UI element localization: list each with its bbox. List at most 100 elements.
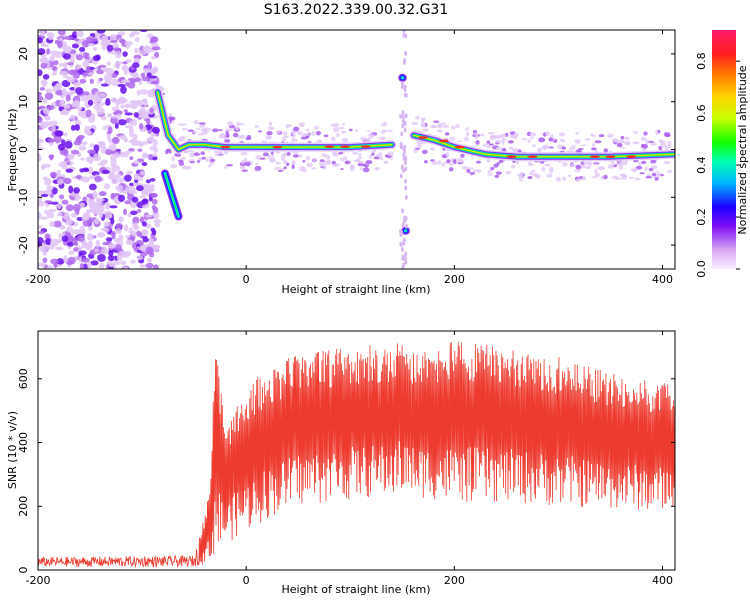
spectrogram-scatter-point: [341, 122, 346, 126]
spectrogram-scatter-point: [351, 151, 359, 155]
spectrogram-noise-point: [139, 195, 146, 199]
colorbar: 0.0 0.2 0.4 0.6 0.8 Normalized spectral ampl…: [695, 30, 749, 278]
spectrogram-noise-point: [93, 153, 100, 161]
spectrogram-scatter-point: [262, 152, 269, 157]
spectrogram-scatter-point: [476, 160, 481, 164]
spectrogram-scatter-point: [364, 138, 369, 143]
spectrogram-noise-point: [93, 248, 100, 253]
spectrogram-noise-point: [114, 50, 122, 59]
spectrogram-scatter-point: [489, 143, 494, 146]
spectrogram-scatter-point: [180, 136, 185, 141]
spectrogram-noise-point: [87, 166, 94, 175]
spectrogram-scatter-point: [475, 140, 480, 145]
spectrogram-scatter-point: [494, 174, 500, 179]
spectrogram-noise-point: [139, 252, 148, 257]
spectrogram-noise-point: [85, 109, 92, 118]
spectrogram-streak-point: [401, 254, 405, 260]
colorbar-tick-label: 0.0: [695, 260, 708, 278]
spectrogram-noise-point: [38, 262, 42, 268]
spectrogram-noise-point: [73, 140, 82, 146]
spectrogram-noise-point: [50, 171, 57, 178]
spectrogram-scatter-point: [305, 128, 310, 132]
spectrogram-scatter-point: [444, 132, 450, 136]
spectrogram-scatter-point: [290, 140, 294, 143]
spectrogram-noise-point: [56, 258, 65, 265]
spectrogram-noise-point: [111, 136, 120, 144]
spectrogram-noise-point: [103, 73, 113, 82]
spectrogram-y-tick-label: 10: [17, 95, 30, 109]
spectrogram-noise-point: [151, 198, 158, 205]
spectrogram-scatter-point: [170, 164, 178, 169]
spectrogram-scatter-point: [338, 151, 343, 155]
spectrogram-noise-point: [44, 200, 53, 204]
spectrogram-noise-point: [122, 104, 131, 108]
spectrogram-scatter-point: [650, 165, 658, 170]
spectrogram-noise-point: [92, 190, 98, 199]
spectrogram-noise-point: [65, 154, 75, 158]
spectrogram-scatter-point: [332, 122, 340, 128]
spectrogram-scatter-point: [423, 160, 428, 164]
spectrogram-noise-point: [70, 124, 76, 131]
spectrogram-noise-point: [66, 62, 74, 66]
spectrogram-scatter-point: [246, 135, 252, 140]
spectrogram-noise-point: [141, 221, 147, 227]
spectrogram-noise-point: [42, 97, 48, 104]
spectrogram-scatter-point: [482, 143, 486, 148]
spectrogram-scatter-point: [663, 131, 671, 137]
spectrogram-noise-point: [61, 88, 67, 96]
spectrogram-scatter-point: [642, 143, 648, 149]
spectrogram-scatter-point: [556, 176, 561, 182]
spectrogram-scatter-point: [437, 123, 442, 128]
spectrogram-noise-point: [110, 192, 115, 200]
spectrogram-noise-point: [40, 261, 46, 268]
spectrogram-streak-point: [400, 81, 404, 87]
snr-marks: [38, 341, 675, 569]
spectrogram-noise-point: [38, 116, 43, 124]
spectrogram-hot-spot: [418, 136, 429, 139]
spectrogram-noise-point: [64, 104, 71, 109]
spectrogram-noise-point: [134, 222, 139, 229]
spectrogram-noise-point: [89, 78, 94, 85]
spectrogram-noise-point: [140, 72, 146, 78]
spectrogram-scatter-point: [311, 166, 317, 170]
spectrogram-scatter-point: [381, 137, 386, 140]
spectrogram-noise-point: [102, 125, 107, 131]
spectrogram-scatter-point: [476, 169, 482, 173]
spectrogram-noise-point: [54, 130, 63, 137]
spectrogram-noise-point: [108, 266, 114, 269]
spectrogram-streak-point: [404, 178, 408, 184]
spectrogram-scatter-point: [181, 127, 188, 131]
spectrogram-noise-point: [85, 130, 93, 136]
colorbar-label: Normalized spectral amplitude: [736, 65, 749, 234]
spectrogram-noise-point: [38, 91, 42, 97]
spectrogram-noise-point: [75, 54, 84, 61]
spectrogram-noise-point: [143, 46, 153, 54]
spectrogram-x-tick-label: 400: [652, 273, 673, 286]
spectrogram-y-tick-label: 20: [17, 47, 30, 61]
spectrogram-noise-point: [98, 262, 105, 269]
spectrogram-scatter-point: [610, 160, 615, 164]
spectrogram-noise-point: [115, 99, 120, 108]
spectrogram-noise-point: [55, 246, 64, 251]
spectrogram-noise-point: [50, 238, 59, 247]
spectrogram-scatter-point: [618, 165, 624, 170]
spectrogram-noise-point: [38, 236, 44, 244]
spectrogram-hot-spot: [506, 155, 517, 158]
spectrogram-noise-point: [40, 216, 48, 220]
spectrogram-noise-point: [75, 87, 84, 95]
spectrogram-noise-point: [147, 136, 155, 142]
spectrogram-scatter-point: [387, 129, 393, 133]
spectrogram-streak-point: [404, 92, 408, 98]
spectrogram-noise-point: [40, 30, 45, 37]
spectrogram-noise-point: [103, 183, 111, 190]
spectrogram-scatter-point: [630, 168, 638, 172]
spectrogram-scatter-point: [301, 133, 307, 137]
spectrogram-scatter-point: [549, 168, 554, 174]
spectrogram-scatter-point: [594, 173, 601, 177]
spectrogram-scatter-point: [218, 151, 223, 154]
spectrogram-scatter-point: [413, 148, 418, 154]
spectrogram-scatter-point: [643, 131, 648, 136]
spectrogram-scatter-point: [369, 154, 373, 160]
spectrogram-noise-point: [65, 204, 74, 212]
spectrogram-noise-point: [68, 185, 74, 194]
